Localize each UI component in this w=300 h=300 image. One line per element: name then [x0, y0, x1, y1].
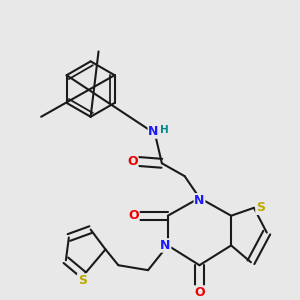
Text: O: O [127, 155, 138, 168]
Text: O: O [128, 209, 139, 222]
Text: O: O [194, 286, 205, 299]
Text: H: H [160, 125, 169, 135]
Text: N: N [160, 239, 171, 252]
Text: N: N [194, 194, 205, 207]
Text: S: S [78, 274, 87, 287]
Text: S: S [256, 201, 265, 214]
Text: N: N [148, 125, 159, 138]
